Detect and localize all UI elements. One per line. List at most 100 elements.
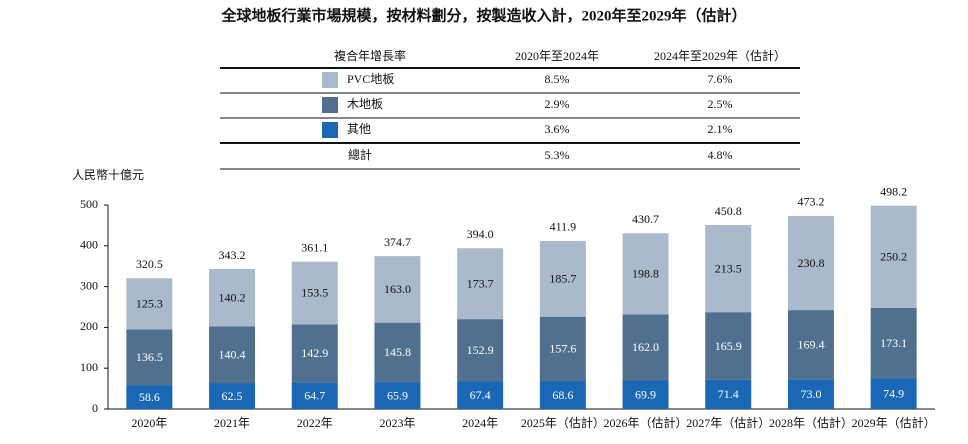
bar-segment xyxy=(705,312,752,380)
legend-swatch xyxy=(322,97,338,113)
chart-title: 全球地板行業市場規模，按材料劃分，按製造收入計，2020年至2029年（估計） xyxy=(220,6,746,24)
y-tick-label: 300 xyxy=(80,278,98,292)
legend-swatch xyxy=(322,122,338,138)
bar-segment xyxy=(209,383,256,409)
table-cell: 4.8% xyxy=(708,148,733,162)
table-cell: 2.5% xyxy=(708,97,733,111)
total-label: 430.7 xyxy=(632,212,659,226)
x-tick-label: 2021年 xyxy=(214,416,250,430)
total-label: 498.2 xyxy=(880,184,907,198)
bar-segment xyxy=(291,261,338,325)
value-label: 157.6 xyxy=(549,342,576,356)
value-label: 136.5 xyxy=(136,350,163,364)
y-tick-label: 400 xyxy=(80,238,98,252)
total-label: 394.0 xyxy=(467,227,494,241)
total-label: 361.1 xyxy=(301,240,328,254)
bar-segment xyxy=(126,278,173,330)
bar-segment xyxy=(457,319,504,382)
y-tick-label: 0 xyxy=(92,401,98,415)
x-tick-label: 2020年 xyxy=(131,416,167,430)
bar-segment xyxy=(291,324,338,383)
x-tick-label: 2023年 xyxy=(379,416,415,430)
value-label: 69.9 xyxy=(635,387,656,401)
table-header: 2020年至2024年 xyxy=(515,49,599,63)
value-label: 64.7 xyxy=(304,389,325,403)
total-label: 450.8 xyxy=(715,204,742,218)
bar-segment xyxy=(126,385,173,409)
value-label: 173.7 xyxy=(467,276,494,290)
value-label: 198.8 xyxy=(632,267,659,281)
value-label: 140.4 xyxy=(219,348,246,362)
x-tick-label: 2022年 xyxy=(297,416,333,430)
bar-segment xyxy=(209,326,256,384)
value-label: 185.7 xyxy=(549,272,576,286)
value-label: 162.0 xyxy=(632,340,659,354)
bar-segment xyxy=(705,379,752,409)
x-tick-label: 2024年 xyxy=(462,416,498,430)
bar-segment xyxy=(209,269,256,327)
legend-label: 其他 xyxy=(347,122,371,136)
bar-segment xyxy=(622,233,669,315)
value-label: 152.9 xyxy=(467,343,494,357)
y-tick-label: 100 xyxy=(80,360,98,374)
bar-segment xyxy=(787,215,834,311)
bar-segment xyxy=(539,316,586,382)
total-label: 320.5 xyxy=(136,257,163,271)
bar-segment xyxy=(457,381,504,409)
x-tick-label: 2026年（估計） xyxy=(604,415,688,430)
legend-swatch xyxy=(322,72,338,88)
value-label: 71.4 xyxy=(718,387,739,401)
bar-segment xyxy=(539,381,586,409)
value-label: 58.6 xyxy=(139,390,160,404)
value-label: 62.5 xyxy=(222,389,243,403)
value-label: 173.1 xyxy=(880,336,907,350)
total-label: 374.7 xyxy=(384,235,411,249)
table-cell: 2.9% xyxy=(545,97,570,111)
total-label: 411.9 xyxy=(550,220,577,234)
table-cell: 7.6% xyxy=(708,72,733,86)
legend-label: PVC地板 xyxy=(347,72,394,86)
value-label: 68.6 xyxy=(552,388,573,402)
bar-segment xyxy=(622,314,669,381)
value-label: 65.9 xyxy=(387,388,408,402)
value-label: 125.3 xyxy=(136,297,163,311)
bar-segment xyxy=(539,240,586,317)
table-header: 2024年至2029年（估計） xyxy=(654,48,786,63)
value-label: 169.4 xyxy=(797,337,824,351)
y-tick-label: 200 xyxy=(80,319,98,333)
bar-segment xyxy=(870,307,917,379)
x-tick-label: 2027年（估計） xyxy=(686,415,770,430)
bar-segment xyxy=(374,322,421,383)
value-label: 73.0 xyxy=(800,387,821,401)
bar-segment xyxy=(622,380,669,409)
bar-segment xyxy=(374,382,421,409)
x-tick-label: 2025年（估計） xyxy=(521,415,605,430)
bar-segment xyxy=(374,256,421,323)
x-tick-label: 2029年（估計） xyxy=(852,415,936,430)
value-label: 145.8 xyxy=(384,345,411,359)
total-label: 343.2 xyxy=(219,248,246,262)
table-cell: 8.5% xyxy=(545,72,570,86)
table-cell: 3.6% xyxy=(545,122,570,136)
value-label: 163.0 xyxy=(384,282,411,296)
legend-label: 木地板 xyxy=(347,97,383,111)
bar-segment xyxy=(787,310,834,380)
bar-segment xyxy=(457,248,504,320)
total-label: 473.2 xyxy=(797,195,824,209)
table-header: 複合年增長率 xyxy=(334,48,406,63)
table-total-label: 總計 xyxy=(348,147,372,162)
value-label: 74.9 xyxy=(883,386,904,400)
value-label: 165.9 xyxy=(715,339,742,353)
bar-segment xyxy=(787,379,834,409)
value-label: 142.9 xyxy=(301,346,328,360)
y-tick-label: 500 xyxy=(80,197,98,211)
value-label: 230.8 xyxy=(797,256,824,270)
bar-segment xyxy=(126,329,173,386)
y-axis-label: 人民幣十億元 xyxy=(72,168,144,182)
table-cell: 2.1% xyxy=(708,122,733,136)
value-label: 213.5 xyxy=(715,261,742,275)
bar-segment xyxy=(705,225,752,313)
value-label: 250.2 xyxy=(880,250,907,264)
bar-segment xyxy=(870,378,917,409)
